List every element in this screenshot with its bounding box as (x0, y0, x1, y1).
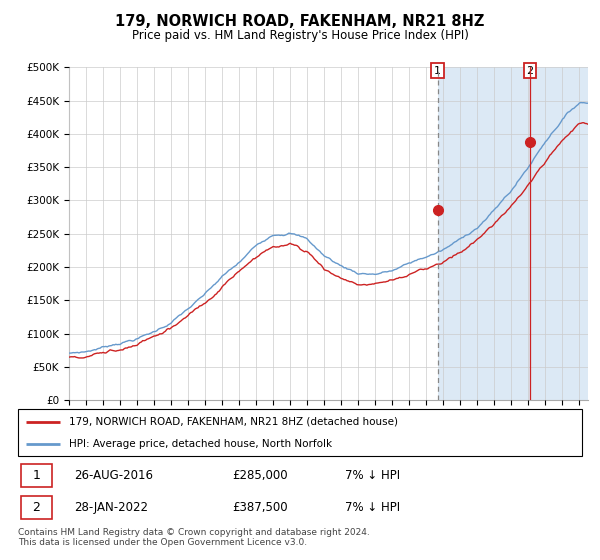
Text: 1: 1 (434, 66, 441, 76)
Text: 179, NORWICH ROAD, FAKENHAM, NR21 8HZ: 179, NORWICH ROAD, FAKENHAM, NR21 8HZ (115, 14, 485, 29)
Text: HPI: Average price, detached house, North Norfolk: HPI: Average price, detached house, Nort… (69, 438, 332, 449)
Text: 28-JAN-2022: 28-JAN-2022 (74, 501, 148, 514)
Text: 179, NORWICH ROAD, FAKENHAM, NR21 8HZ (detached house): 179, NORWICH ROAD, FAKENHAM, NR21 8HZ (d… (69, 417, 398, 427)
FancyBboxPatch shape (21, 464, 52, 487)
Text: 2: 2 (32, 501, 40, 514)
Text: 7% ↓ HPI: 7% ↓ HPI (345, 469, 400, 482)
Text: 26-AUG-2016: 26-AUG-2016 (74, 469, 154, 482)
Text: £285,000: £285,000 (232, 469, 288, 482)
FancyBboxPatch shape (21, 496, 52, 519)
Text: 7% ↓ HPI: 7% ↓ HPI (345, 501, 400, 514)
Bar (437, 67, 588, 400)
Text: 1: 1 (32, 469, 40, 482)
Text: 2: 2 (526, 66, 533, 76)
Text: Price paid vs. HM Land Registry's House Price Index (HPI): Price paid vs. HM Land Registry's House … (131, 29, 469, 42)
Text: Contains HM Land Registry data © Crown copyright and database right 2024.
This d: Contains HM Land Registry data © Crown c… (18, 528, 370, 547)
Text: £387,500: £387,500 (232, 501, 288, 514)
